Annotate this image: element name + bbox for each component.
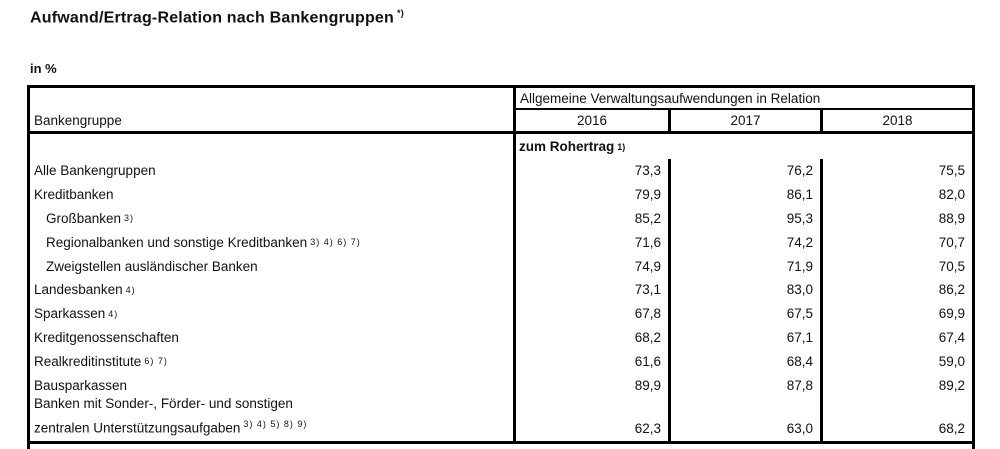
value-cell-2016: 62,3 <box>513 396 668 444</box>
value-cell-2018: 68,2 <box>820 396 972 444</box>
row-label-line2: zentralen Unterstützungsaufgaben 3) 4) 5)… <box>34 419 308 436</box>
value-cell-2018: 70,7 <box>820 230 972 255</box>
value-cell-2018: 67,4 <box>820 325 972 350</box>
row-label: Banken mit Sonder-, Förder- und sonstige… <box>30 397 513 444</box>
value-cell-2018: 88,9 <box>820 206 972 231</box>
row-label-text: Landesbanken <box>34 282 123 298</box>
page-title-text: Aufwand/Ertrag-Relation nach Bankengrupp… <box>30 9 394 27</box>
value-cell-2017: 87,8 <box>668 373 820 397</box>
value-cell-2017: 76,2 <box>668 159 820 183</box>
value-cell-2017: 71,9 <box>668 254 820 278</box>
row-label-text: Sparkassen <box>34 306 106 322</box>
value-cell-2017: 74,2 <box>668 230 820 255</box>
value-cell-2017: 67,5 <box>668 301 820 326</box>
page-title: Aufwand/Ertrag-Relation nach Bankengrupp… <box>30 8 404 27</box>
subheader-spacer <box>30 134 513 159</box>
subheader-footnote-marker: 1) <box>617 141 626 152</box>
value-cell-2016: 74,9 <box>513 254 668 278</box>
footnote-marker: 3) <box>124 213 135 224</box>
value-cell-2016: 61,6 <box>513 349 668 374</box>
row-label: Landesbanken 4) <box>30 278 513 302</box>
footnote-marker: 6) 7) <box>144 356 168 367</box>
footnote-marker: 3) 4) 6) 7) <box>310 237 361 248</box>
page-title-footnote-marker: *) <box>397 8 404 18</box>
value-cell-2018: 70,5 <box>820 254 972 278</box>
year-label-2016: 2016 <box>576 113 608 128</box>
row-label: Großbanken 3) <box>30 207 513 231</box>
value-cell-2016: 73,3 <box>513 159 668 183</box>
value-cell-2016: 85,2 <box>513 206 668 231</box>
value-cell-2018: 75,5 <box>820 159 972 183</box>
value-cell-2017: 83,0 <box>668 277 820 302</box>
column-group-header: Allgemeine Verwaltungsaufwendungen in Re… <box>513 88 972 110</box>
value-cell-2018: 59,0 <box>820 349 972 374</box>
row-label: Regionalbanken und sonstige Kreditbanken… <box>30 230 513 254</box>
value-cell-2017: 68,4 <box>668 349 820 374</box>
footnote-marker: 3) 4) 5) 8) 9) <box>243 419 308 430</box>
row-label-text: Alle Bankengruppen <box>34 163 156 179</box>
value-cell-2017: 63,0 <box>668 396 820 444</box>
value-cell-2018: 82,0 <box>820 182 972 207</box>
column-header-2018: 2018 <box>820 110 972 134</box>
row-label-text: Regionalbanken und sonstige Kreditbanken <box>46 234 308 250</box>
year-label-2017: 2017 <box>730 113 761 128</box>
column-header-bankengruppe-label: Bankengruppe <box>34 113 122 128</box>
column-header-2016: 2016 <box>513 110 668 134</box>
value-cell-2016: 68,2 <box>513 325 668 350</box>
row-label: Zweigstellen ausländischer Banken <box>30 254 513 278</box>
value-cell-2018: 86,2 <box>820 277 972 302</box>
column-header-bankengruppe: Bankengruppe <box>30 88 513 134</box>
value-cell-2017: 86,1 <box>668 182 820 207</box>
unit-label: in % <box>30 61 57 76</box>
row-label: Bausparkassen <box>30 373 513 397</box>
value-cell-2017: 95,3 <box>668 206 820 231</box>
row-label-text: Kreditgenossenschaften <box>34 329 179 345</box>
column-group-header-label: Allgemeine Verwaltungsaufwendungen in Re… <box>520 90 821 106</box>
row-label: Alle Bankengruppen <box>30 159 513 183</box>
value-cell-2016: 73,1 <box>513 277 668 302</box>
row-label-text: Realkreditinstitute <box>34 353 142 369</box>
footnote-marker: 4) <box>125 284 136 295</box>
value-cell-2016: 67,8 <box>513 301 668 326</box>
row-label-text: Zweigstellen ausländischer Banken <box>46 258 258 274</box>
footnote-marker: 4) <box>108 308 119 319</box>
value-cell-2016: 89,9 <box>513 373 668 397</box>
column-header-2017: 2017 <box>668 110 820 134</box>
subheader-zum-rohertrag: zum Rohertrag 1) <box>513 134 972 159</box>
row-label-text: Kreditbanken <box>34 187 114 203</box>
subheader-label: zum Rohertrag <box>519 139 615 154</box>
row-label-line1: Banken mit Sonder-, Förder- und sonstige… <box>34 396 293 412</box>
value-cell-2016: 79,9 <box>513 182 668 207</box>
value-cell-2017: 67,1 <box>668 325 820 350</box>
row-label-text: Bausparkassen <box>34 377 128 393</box>
row-label-text: Großbanken <box>46 210 122 226</box>
year-label-2018: 2018 <box>882 113 913 128</box>
row-label: Kreditgenossenschaften <box>30 326 513 350</box>
value-cell-2018: 69,9 <box>820 301 972 326</box>
row-label: Sparkassen 4) <box>30 302 513 326</box>
bank-groups-table: Bankengruppe Allgemeine Verwaltungsaufwe… <box>27 85 975 449</box>
value-cell-2018: 89,2 <box>820 373 972 397</box>
value-cell-2016: 71,6 <box>513 230 668 255</box>
row-label: Realkreditinstitute 6) 7) <box>30 349 513 373</box>
row-label: Kreditbanken <box>30 183 513 207</box>
